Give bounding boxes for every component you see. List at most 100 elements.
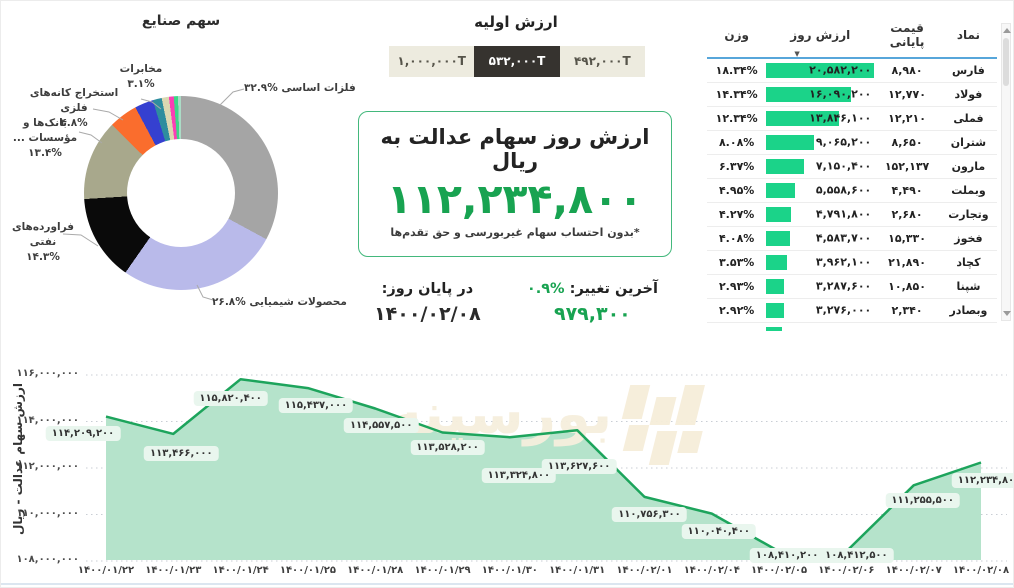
day-value-cell: ۳,۹۶۲,۱۰۰ [766, 250, 875, 275]
summary-stats: آخرین تغییر: ۰.۹% ۹۷۹,۳۰۰ در پایان روز: … [351, 281, 681, 325]
symbol-cell [939, 322, 997, 331]
x-tick-label: ۱۴۰۰/۰۲/۰۴ [683, 565, 740, 576]
initial-value-tab[interactable]: ۴۹۲,۰۰۰T [559, 46, 645, 77]
table-row: فخوز ۱۵,۳۳۰ ۴,۵۸۳,۷۰۰ ۴.۰۸% [707, 226, 997, 251]
value-label-chip: ۱۱۳,۵۲۸,۲۰۰ [410, 440, 485, 456]
value-label-chip: ۱۱۵,۴۳۷,۰۰۰ [278, 398, 354, 414]
symbol-cell: شپنا [939, 274, 997, 299]
end-of-day-stat: در پایان روز: ۱۴۰۰/۰۲/۰۸ [374, 281, 481, 325]
value-bar [766, 254, 787, 270]
table-row: شتران ۸,۶۵۰ ۹,۰۶۵,۲۰۰ ۸.۰۸% [707, 130, 997, 155]
slice-label-banks: بانک‌ها و مؤسسات ... ۱۳.۴% [12, 117, 78, 159]
y-tick-label: ۱۰۸,۰۰۰,۰۰۰ [16, 554, 79, 565]
x-tick-label: ۱۴۰۰/۰۱/۳۰ [481, 565, 538, 576]
close-price-cell [874, 322, 940, 331]
day-value-cell: ۱۶,۰۹۰,۲۰۰ [766, 82, 875, 107]
weight-cell: ۲.۹۲% [707, 298, 767, 323]
x-tick-label: ۱۴۰۰/۰۲/۰۱ [616, 565, 673, 576]
column-header-weight: وزن [707, 15, 767, 59]
weight-cell: ۶.۳۷% [707, 154, 767, 179]
day-value-cell: ۹,۰۶۵,۲۰۰ [766, 130, 875, 155]
weight-cell: ۴.۲۷% [707, 202, 767, 227]
weight-cell: ۳.۵۳% [707, 250, 767, 275]
symbol-cell: فارس [939, 58, 997, 83]
column-header-close-price: قیمت پایانی [874, 15, 940, 59]
sort-desc-icon: ▼ [794, 50, 800, 58]
x-tick-label: ۱۴۰۰/۰۲/۰۶ [818, 565, 875, 576]
table-row: فولاد ۱۲,۷۷۰ ۱۶,۰۹۰,۲۰۰ ۱۴.۳۴% [707, 82, 997, 107]
x-tick-label: ۱۴۰۰/۰۱/۳۱ [549, 565, 606, 576]
value-history-chart[interactable]: بورسینه ارزش سهام عدالت - ریال ۱۱۶,۰۰۰,۰… [1, 349, 1013, 587]
close-price-cell: ۲۱,۸۹۰ [874, 250, 940, 275]
value-bar [766, 63, 875, 78]
table-row: وبملت ۴,۴۹۰ ۵,۵۵۸,۶۰۰ ۴.۹۵% [707, 178, 997, 203]
day-value-cell: ۴,۷۹۱,۸۰۰ [766, 202, 875, 227]
day-value-cell: ۱۳,۸۴۶,۱۰۰ [766, 106, 875, 131]
table-scrollbar[interactable] [1001, 23, 1011, 321]
day-value-note: *بدون احتساب سهام غیربورسی و حق تقدم‌ها [390, 226, 640, 239]
symbols-table-body: فارس ۸,۹۸۰ ۲۰,۵۸۲,۲۰۰ ۱۸.۳۴% فولاد ۱۲,۷۷۰ ۱۶,۰… [707, 58, 997, 331]
last-change-stat: آخرین تغییر: ۰.۹% ۹۷۹,۳۰۰ [527, 281, 658, 325]
x-tick-label: ۱۴۰۰/۰۱/۲۵ [279, 565, 336, 576]
table-row: فملی ۱۲,۲۱۰ ۱۳,۸۴۶,۱۰۰ ۱۲.۳۴% [707, 106, 997, 131]
value-bar [766, 206, 792, 222]
symbol-cell: فولاد [939, 82, 997, 107]
value-label-chip: ۱۰۸,۴۱۰,۲۰۰ [749, 548, 825, 564]
industry-chart-title: سهم صنایع [141, 13, 221, 29]
table-row: وبصادر ۲,۳۴۰ ۳,۲۷۶,۰۰۰ ۲.۹۲% [707, 298, 997, 323]
scrollbar-up-arrow-icon[interactable] [1003, 28, 1011, 33]
weight-cell: ۸.۰۸% [707, 130, 767, 155]
table-row: مارون ۱۵۲,۱۳۷ ۷,۱۵۰,۴۰۰ ۶.۳۷% [707, 154, 997, 179]
value-bar [766, 158, 805, 174]
table-row: وتجارت ۲,۶۸۰ ۴,۷۹۱,۸۰۰ ۴.۲۷% [707, 202, 997, 227]
value-label-chip: ۱۱۳,۳۲۴,۸۰۰ [481, 468, 557, 484]
close-price-cell: ۱۰,۸۵۰ [874, 274, 940, 299]
day-value-cell: ۵,۵۵۸,۶۰۰ [766, 178, 875, 203]
value-bar [766, 182, 796, 198]
scrollbar-thumb[interactable] [1003, 38, 1009, 86]
value-bar [766, 230, 791, 246]
value-label-chip: ۱۱۳,۴۶۶,۰۰۰ [144, 445, 219, 461]
symbol-cell: وتجارت [939, 202, 997, 227]
day-value-cell [766, 322, 875, 331]
initial-value-tab[interactable]: ۵۳۲,۰۰۰T [474, 46, 560, 77]
close-price-cell: ۱۲,۷۷۰ [874, 82, 940, 107]
y-tick-label: ۱۱۲,۰۰۰,۰۰۰ [16, 461, 79, 472]
value-label-chip: ۱۱۰,۰۴۰,۴۰۰ [681, 523, 757, 539]
symbols-table: نماد قیمت پایانی ارزش روز ▼ وزن فارس ۸,۹۸… [707, 15, 997, 331]
last-change-label: آخرین تغییر: [569, 281, 658, 297]
value-bar [766, 278, 784, 294]
initial-value-tab[interactable]: ۱,۰۰۰,۰۰۰T [389, 46, 475, 77]
weight-cell: ۲.۹۳% [707, 274, 767, 299]
slice-label-basic-metals: فلزات اساسی ۳۲.۹% [244, 82, 356, 94]
close-price-cell: ۱۵۲,۱۳۷ [874, 154, 940, 179]
end-of-day-label: در پایان روز: [381, 281, 474, 297]
close-price-cell: ۸,۹۸۰ [874, 58, 940, 83]
value-bar [766, 302, 784, 318]
value-bar [766, 326, 783, 331]
value-label-chip: ۱۱۵,۸۲۰,۴۰۰ [193, 391, 268, 407]
initial-value-tabs: ۱,۰۰۰,۰۰۰T ۵۳۲,۰۰۰T ۴۹۲,۰۰۰T [389, 46, 645, 77]
slice-label-chemicals: محصولات شیمیایی ۲۶.۸% [212, 296, 347, 308]
table-row: شپنا ۱۰,۸۵۰ ۳,۲۸۷,۶۰۰ ۲.۹۳% [707, 274, 997, 299]
x-tick-label: ۱۴۰۰/۰۲/۰۸ [952, 565, 1010, 576]
table-row: فارس ۸,۹۸۰ ۲۰,۵۸۲,۲۰۰ ۱۸.۳۴% [707, 58, 997, 83]
slice-label-mining: استخراج کانه‌های فلزی ۴.۸% [29, 87, 119, 129]
table-row-partial [707, 322, 997, 331]
column-header-day-value[interactable]: ارزش روز ▼ [766, 15, 875, 59]
industry-share-card: سهم صنایع فلزات اساسی ۳۲.۹% محصولات شیمی… [1, 1, 356, 346]
symbol-cell: وبملت [939, 178, 997, 203]
value-label-chip: ۱۱۲,۲۳۴,۸۰۰ [951, 472, 1013, 488]
x-tick-label: ۱۴۰۰/۰۱/۲۳ [145, 565, 202, 576]
weight-cell: ۴.۰۸% [707, 226, 767, 251]
x-tick-label: ۱۴۰۰/۰۱/۲۸ [347, 565, 404, 576]
x-tick-label: ۱۴۰۰/۰۲/۰۵ [750, 565, 808, 576]
scrollbar-down-arrow-icon[interactable] [1003, 311, 1011, 316]
symbol-cell: کچاد [939, 250, 997, 275]
value-bar [766, 86, 851, 102]
close-price-cell: ۸,۶۵۰ [874, 130, 940, 155]
value-label-chip: ۱۱۴,۲۰۹,۲۰۰ [45, 425, 121, 441]
weight-cell [707, 322, 767, 331]
day-value-cell: ۷,۱۵۰,۴۰۰ [766, 154, 875, 179]
symbols-table-card: نماد قیمت پایانی ارزش روز ▼ وزن فارس ۸,۹۸… [707, 15, 997, 331]
